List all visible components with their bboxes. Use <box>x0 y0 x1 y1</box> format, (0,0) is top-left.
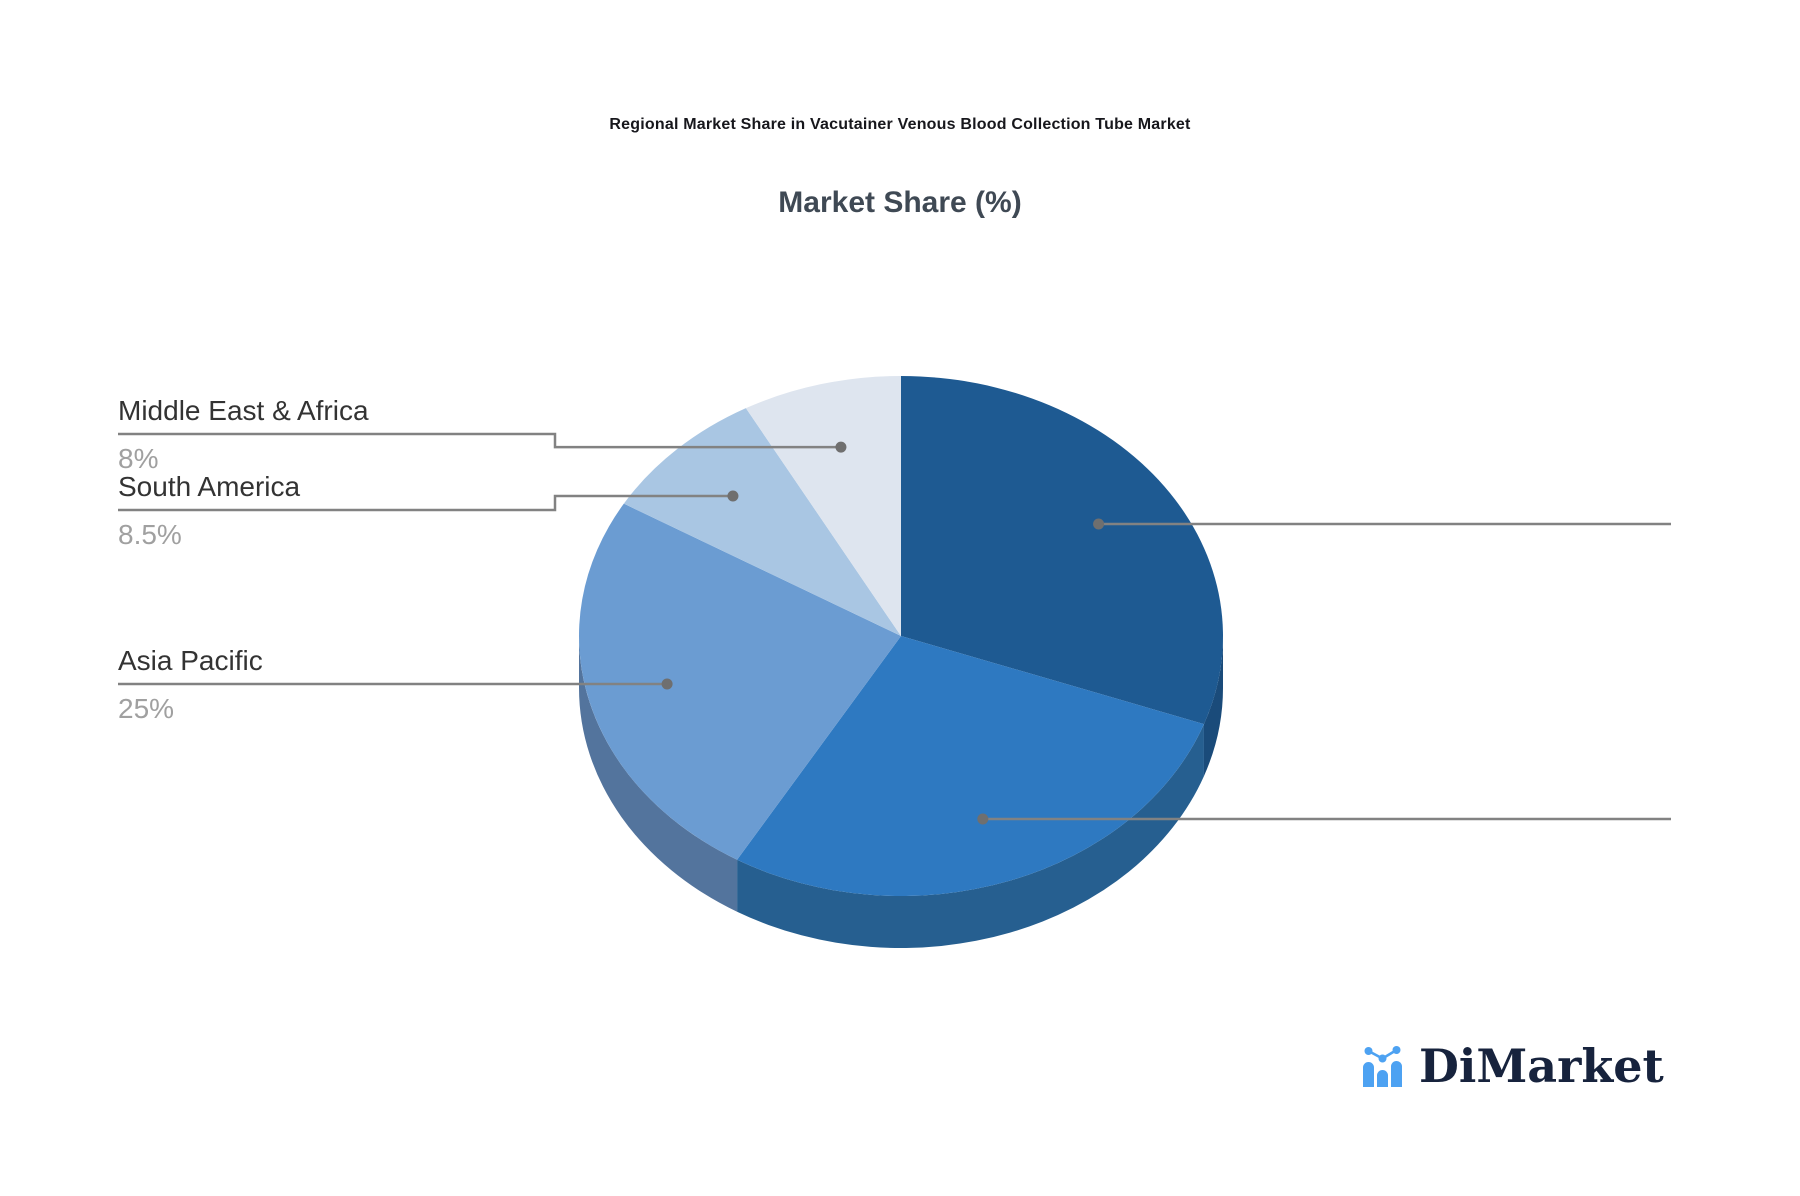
bar-line-chart-icon <box>1363 1046 1402 1087</box>
pie-slice-side-north-america <box>1203 636 1223 777</box>
pie-slice-north-america[interactable] <box>901 376 1223 725</box>
pie-slice-middle-east-africa[interactable] <box>745 376 901 636</box>
logo-dot-1 <box>1364 1047 1373 1055</box>
pie-slice-side-europe <box>737 724 1204 948</box>
callout-value: 8.5% <box>118 519 182 550</box>
pie-slice-asia-pacific[interactable] <box>579 503 901 860</box>
logo-dot-3 <box>1392 1046 1401 1054</box>
callout-dot-europe <box>977 813 989 825</box>
callout-label: Middle East & Africa <box>118 395 369 426</box>
chart-subtitle: Market Share (%) <box>778 186 1022 219</box>
callout-value: 25% <box>118 693 175 724</box>
callout-dot-middle-east-africa <box>835 441 847 453</box>
chart-title: Regional Market Share in Vacutainer Veno… <box>609 116 1191 133</box>
brand-logo: DiMarket <box>1360 1040 1664 1092</box>
logo-bar-right <box>1391 1061 1402 1087</box>
pie-slice-side-asia-pacific <box>579 636 738 912</box>
callout-dot-north-america <box>1093 518 1105 530</box>
logo-bar-left <box>1363 1062 1374 1087</box>
pie-slice-europe[interactable] <box>737 636 1204 896</box>
logo-bar-middle <box>1377 1070 1388 1087</box>
callout-line-south-america <box>118 494 733 512</box>
callout-label: South America <box>118 471 301 502</box>
pie-slice-south-america[interactable] <box>623 408 901 636</box>
callout-dot-south-america <box>727 490 739 502</box>
brand-name: DiMarket <box>1419 1039 1664 1093</box>
callout-dot-asia-pacific <box>661 678 673 690</box>
callout-label: Asia Pacific <box>118 645 263 676</box>
logo-dot-2 <box>1378 1054 1387 1063</box>
callout-line-middle-east-africa <box>118 432 841 449</box>
callout-value: 8% <box>118 443 159 474</box>
